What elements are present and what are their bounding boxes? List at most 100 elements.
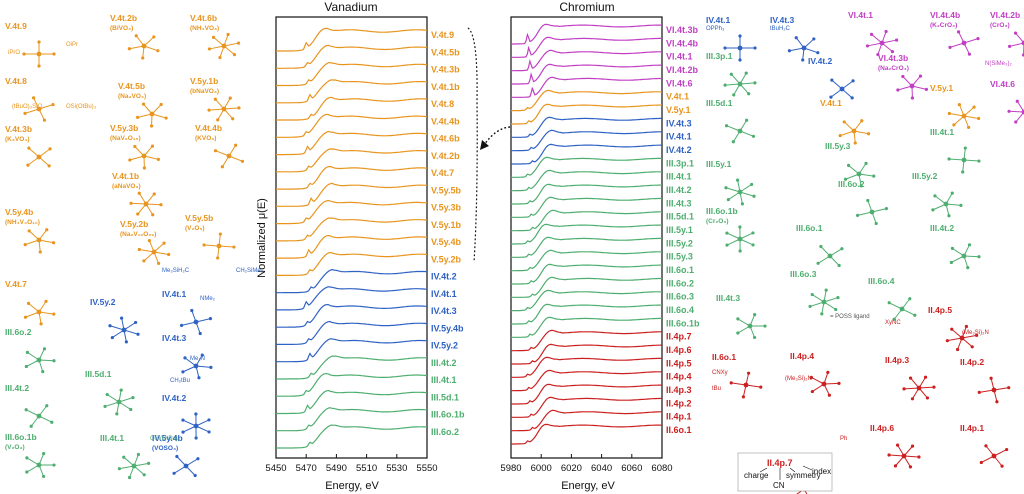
right-struct-atom <box>933 194 937 198</box>
label-key-index: index <box>812 467 831 476</box>
left-struct-atom <box>218 232 222 236</box>
right-struct-metal-center <box>737 189 743 195</box>
right-struct-bond <box>840 130 855 137</box>
right-struct-metal-center <box>821 299 827 305</box>
left-struct-bond <box>139 248 155 253</box>
poss-note: = POSS ligand <box>830 314 870 320</box>
right-struct-bond <box>803 47 818 54</box>
left-struct-bond <box>181 321 197 326</box>
mol-right-label-8: VI.4t.3b <box>878 53 908 63</box>
right-struct-bond <box>731 382 747 386</box>
left-struct-atom <box>194 436 198 440</box>
left-struct-atom <box>216 256 220 260</box>
left-struct-metal-center <box>149 111 155 117</box>
right-struct-bond <box>858 173 874 177</box>
series-label-10: V.5y.5b <box>431 185 462 195</box>
right-struct-metal-center <box>991 453 997 459</box>
right-struct-atom <box>865 44 870 48</box>
left-struct-atom <box>211 35 216 39</box>
spectrum-curve-15 <box>276 268 427 294</box>
series-label-18: IV.5y.4b <box>431 323 464 333</box>
left-struct-metal-center <box>183 463 189 469</box>
mol-right-label-5: VI.4t.2b <box>990 10 1020 20</box>
right-struct-atom <box>1005 447 1009 452</box>
left-struct-atom <box>23 111 27 115</box>
spectrum-curve-25 <box>511 343 662 365</box>
right-struct-atom <box>869 32 874 36</box>
left-struct-metal-center <box>36 51 42 57</box>
right-struct-atom <box>967 243 972 247</box>
left-struct-atom <box>103 404 107 409</box>
right-struct-atom <box>949 260 953 265</box>
right-struct-metal-center <box>801 45 807 51</box>
series-label-24: III.6o.2 <box>431 427 459 437</box>
left-struct-atom <box>237 106 241 110</box>
right-struct-bond <box>911 85 927 90</box>
right-struct-bond <box>823 382 840 385</box>
mol-right-formula-4: (K₂CrO₄) <box>930 22 957 29</box>
right-struct-bond <box>726 125 741 132</box>
mol-left-label-1: V.4t.9 <box>5 21 27 31</box>
right-struct-atom <box>966 266 970 270</box>
left-struct-bond <box>25 239 40 246</box>
left-struct-bond <box>129 45 145 50</box>
x-tick-label: 5530 <box>386 463 407 474</box>
right-struct-metal-center <box>737 128 743 134</box>
right-struct-atom <box>751 231 755 235</box>
right-struct-atom <box>947 157 951 161</box>
right-struct-metal-center <box>943 201 949 207</box>
left-struct-bond <box>151 113 167 119</box>
x-tick-label: 6000 <box>531 463 552 474</box>
mol-right-label-11: V.4t.1 <box>820 98 842 108</box>
right-struct-atom <box>840 247 844 251</box>
spectrum-curve-21 <box>276 372 428 397</box>
series-label-16: IV.4t.1 <box>431 289 457 299</box>
left-struct-bond <box>143 45 158 52</box>
mol-left-label-3: V.4t.6b <box>190 13 217 23</box>
mol-right-formula-8: (Na₂CrO₄) <box>878 65 909 72</box>
left-struct-atom <box>175 454 179 459</box>
left-struct-atom <box>156 157 160 161</box>
right-struct-bond <box>904 387 920 390</box>
left-struct-atom <box>152 192 156 196</box>
series-label-27: II.4p.4 <box>666 372 692 382</box>
structure-fragment-9: CH₂tBu <box>170 378 190 384</box>
left-struct-atom <box>25 456 29 460</box>
left-struct-metal-center <box>36 154 42 160</box>
right-struct-metal-center <box>869 209 875 215</box>
mol-left-label-17: IV.4t.3 <box>162 333 187 343</box>
spectrum-curve-18 <box>276 321 428 345</box>
left-struct-atom <box>27 229 31 233</box>
spectrum-curve-20 <box>511 276 663 298</box>
right-struct-bond <box>809 301 825 307</box>
left-struct-bond <box>38 239 54 244</box>
spectrum-curve-21 <box>511 289 662 312</box>
right-struct-bond <box>881 39 897 44</box>
right-struct-atom <box>726 197 730 202</box>
right-struct-atom <box>738 34 742 38</box>
right-struct-atom <box>890 50 895 54</box>
spectrum-curve-3 <box>511 49 662 72</box>
right-struct-atom <box>967 52 972 56</box>
structure-fragment-texts: iPrO OiPr (tBuO)₃SiO OSi(OtBu)₃ Me₃SiH₂C CH₂S… <box>8 26 1012 442</box>
left-struct-atom <box>141 102 146 106</box>
chromium-x-axis-label: Energy, eV <box>561 480 615 492</box>
left-struct-atom <box>23 315 28 319</box>
right-struct-atom <box>910 444 915 448</box>
right-struct-atom <box>732 93 736 97</box>
left-struct-atom <box>29 424 33 428</box>
left-struct-bond <box>38 104 54 110</box>
left-struct-metal-center <box>121 327 127 333</box>
right-struct-atom <box>950 191 954 195</box>
left-struct-bond <box>153 251 169 256</box>
left-struct-atom <box>179 323 184 327</box>
structure-fragment-11: OPPh₃ <box>706 26 725 32</box>
left-struct-atom <box>45 228 49 232</box>
mol-right-label-6: III.3p.1 <box>706 51 733 61</box>
mol-left-label-22: III.4t.2 <box>5 383 29 393</box>
right-struct-bond <box>867 42 883 47</box>
left-struct-bond <box>209 45 225 50</box>
mol-left-label-11: V.5y.4b <box>5 207 33 217</box>
spectrum-curve-13 <box>276 235 428 259</box>
spectrum-curve-1 <box>276 27 428 52</box>
